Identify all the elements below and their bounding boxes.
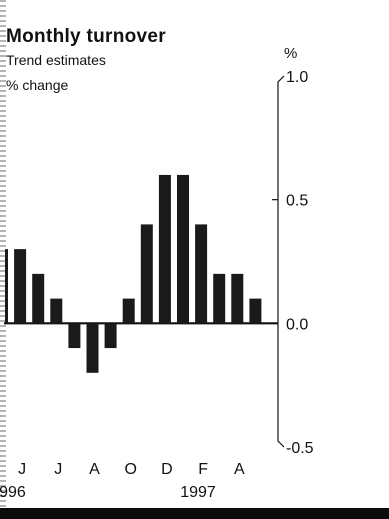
scan-edge [0, 0, 6, 519]
chart-subtitle: Trend estimates [6, 52, 106, 68]
bar [68, 323, 81, 349]
bottom-rule [0, 508, 389, 519]
y-tick-label: 1.0 [286, 69, 308, 86]
bar [195, 224, 208, 324]
bar [32, 273, 45, 324]
y-tick-label: 0.5 [286, 193, 308, 210]
bar [104, 323, 117, 349]
chart-title: Monthly turnover [6, 26, 166, 47]
x-tick-label: J [54, 461, 62, 478]
bar [86, 323, 99, 373]
year-label: 1997 [180, 484, 216, 501]
bar [140, 224, 153, 324]
y-tick-label: 0.0 [286, 316, 308, 333]
y-axis-line [277, 75, 285, 448]
bar [231, 273, 244, 324]
x-tick-label: O [124, 461, 136, 478]
x-tick-label: D [161, 461, 173, 478]
bar [50, 298, 63, 324]
bar [213, 273, 226, 324]
bar [14, 249, 27, 324]
year-label: 1996 [0, 484, 26, 501]
bar [249, 298, 262, 324]
bar [5, 249, 8, 324]
x-tick-label: F [198, 461, 208, 478]
bar [158, 174, 171, 324]
y-unit-label: % [284, 45, 297, 62]
bar [177, 174, 189, 324]
x-tick-label: A [234, 461, 245, 478]
x-tick-label: J [18, 461, 26, 478]
x-tick-label: A [89, 461, 100, 478]
y-axis-label: % change [6, 77, 69, 93]
bar [122, 298, 135, 324]
y-tick-label: -0.5 [286, 440, 314, 457]
